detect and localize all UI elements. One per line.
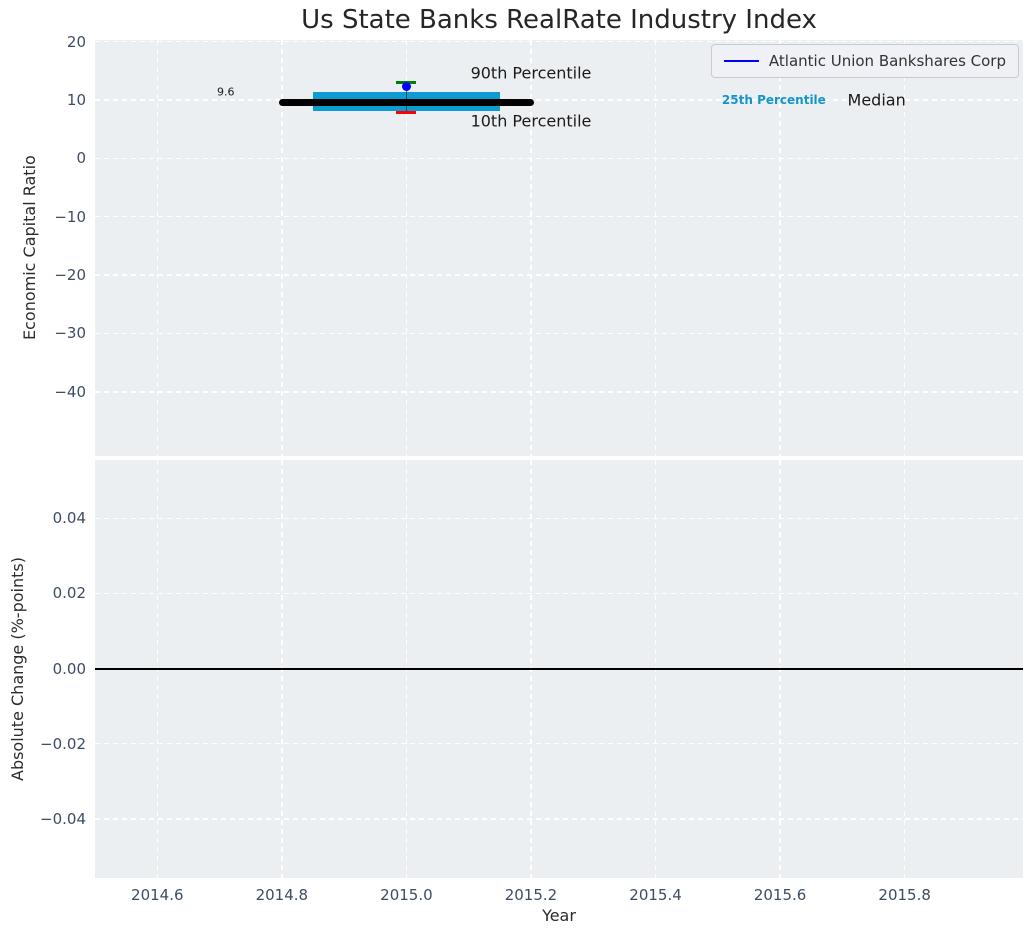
gridline-y	[95, 274, 1023, 276]
legend-label: Atlantic Union Bankshares Corp	[768, 52, 1006, 70]
p25-annotation: 25th Percentile	[721, 92, 826, 107]
gridline-x	[654, 40, 657, 456]
y-tick-label: −40	[54, 382, 86, 401]
legend: Atlantic Union Bankshares Corp	[710, 44, 1019, 78]
gridline-y	[95, 391, 1023, 393]
gridline-y	[95, 743, 1023, 745]
gridline-y	[95, 818, 1023, 820]
gridline-x	[156, 40, 158, 456]
y-tick-label: −20	[54, 266, 86, 285]
p10-tick	[396, 110, 417, 114]
gridline-y	[95, 592, 1023, 595]
chart-title: Us State Banks RealRate Industry Index	[301, 5, 817, 35]
x-tick-label: 2015.2	[504, 886, 558, 904]
y-tick-label: −30	[54, 324, 86, 343]
y-tick-label: 0	[76, 149, 86, 168]
median-value-label: 9.6	[217, 85, 235, 99]
y-tick-label: 10	[66, 91, 86, 110]
x-tick-label: 2014.8	[255, 886, 309, 904]
gridline-y	[95, 216, 1023, 218]
percentile-stem	[405, 82, 408, 113]
plot-area-bottom	[95, 460, 1023, 878]
gridline-y	[95, 157, 1023, 160]
y-tick-label: −10	[54, 207, 86, 226]
x-tick-label: 2015.6	[753, 886, 807, 904]
gridline-y	[95, 517, 1023, 519]
x-tick-label: 2015.8	[878, 886, 931, 904]
p10-annotation: 10th Percentile	[470, 111, 592, 131]
x-tick-label: 2015.0	[380, 886, 433, 904]
x-axis-label: Year	[542, 906, 576, 925]
x-tick-label: 2014.6	[131, 886, 184, 904]
zero-line	[95, 667, 1023, 670]
median-annotation: Median	[847, 90, 906, 110]
plot-area-top: Atlantic Union Bankshares Corp 9.6 90th P…	[95, 40, 1023, 456]
y-axis-label-top: Economic Capital Ratio	[20, 155, 39, 341]
x-tick-label: 2015.4	[629, 886, 682, 904]
legend-line-swatch	[723, 59, 759, 63]
y-tick-label: 20	[66, 32, 86, 51]
gridline-y	[95, 41, 1023, 43]
p90-annotation: 90th Percentile	[470, 63, 592, 83]
y-axis-label-bottom: Absolute Change (%-points)	[8, 557, 27, 781]
gridline-y	[95, 332, 1023, 335]
company-dot	[401, 81, 411, 91]
